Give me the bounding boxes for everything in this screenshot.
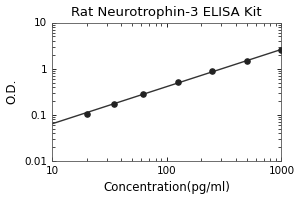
- Point: [176, 80, 180, 83]
- Point: [84, 112, 89, 115]
- Point: [210, 69, 215, 72]
- Point: [140, 92, 145, 95]
- Title: Rat Neurotrophin-3 ELISA Kit: Rat Neurotrophin-3 ELISA Kit: [71, 6, 262, 19]
- Point: [244, 60, 249, 63]
- X-axis label: Concentration(pg/ml): Concentration(pg/ml): [103, 181, 230, 194]
- Point: [112, 102, 117, 105]
- Point: [279, 49, 284, 52]
- Y-axis label: O.D.: O.D.: [6, 79, 19, 104]
